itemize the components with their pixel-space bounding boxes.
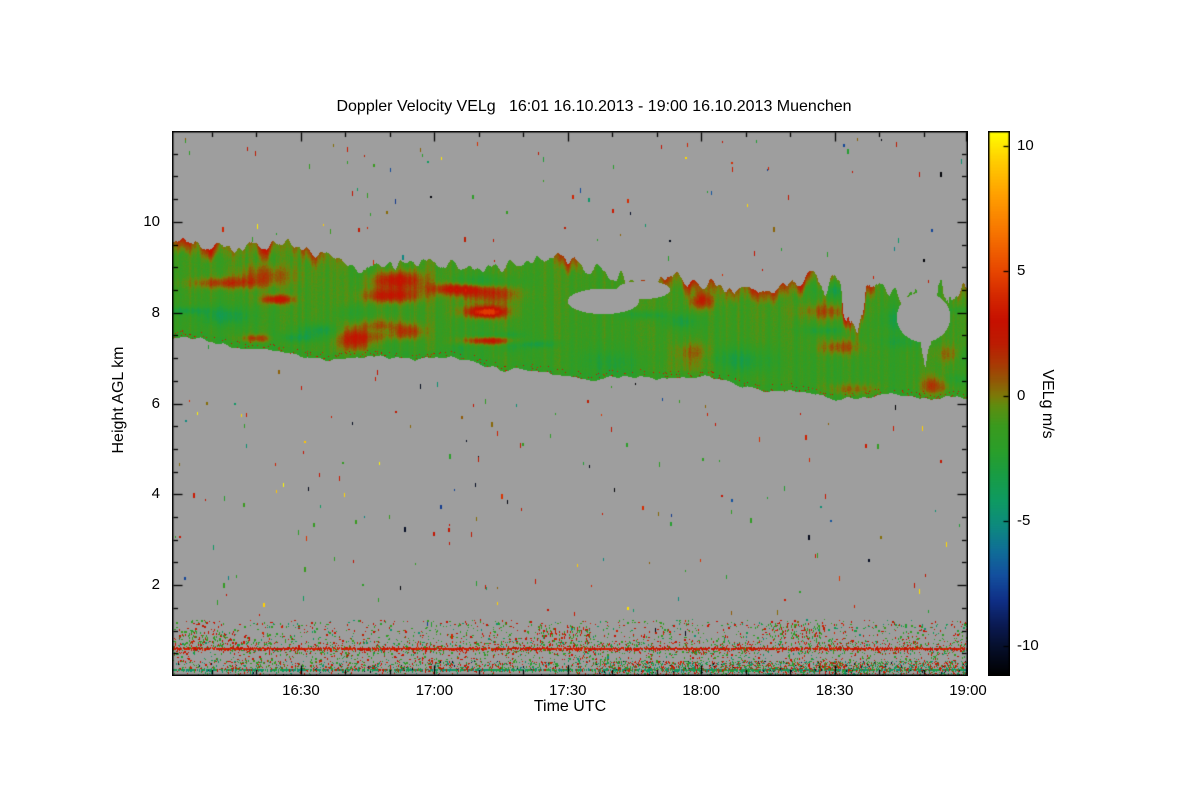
y-tick-label: 6 <box>151 394 160 412</box>
colorbar <box>988 131 1010 676</box>
x-tick-label: 16:30 <box>282 682 320 699</box>
x-tick-label: 17:00 <box>415 682 454 699</box>
y-tick-label: 8 <box>151 303 160 321</box>
colorbar-tick-label: 5 <box>1017 262 1026 279</box>
chart-title: Doppler Velocity VELg 16:01 16.10.2013 -… <box>336 98 852 115</box>
y-tick-label: 10 <box>143 212 160 230</box>
velocity-heatmap <box>172 131 968 676</box>
x-axis-label: Time UTC <box>533 698 607 715</box>
y-tick-label: 4 <box>151 485 160 503</box>
x-tick-label: 17:30 <box>548 682 587 699</box>
x-tick-label: 19:00 <box>949 682 987 699</box>
colorbar-tick-label: -5 <box>1017 512 1031 529</box>
x-tick-label: 18:30 <box>815 682 854 699</box>
x-tick-label: 18:00 <box>682 682 720 699</box>
colorbar-tick-label: 0 <box>1017 387 1026 404</box>
colorbar-tick-label: 10 <box>1017 137 1034 154</box>
y-tick-label: 2 <box>151 576 160 594</box>
colorbar-tick-label: -10 <box>1017 637 1039 654</box>
